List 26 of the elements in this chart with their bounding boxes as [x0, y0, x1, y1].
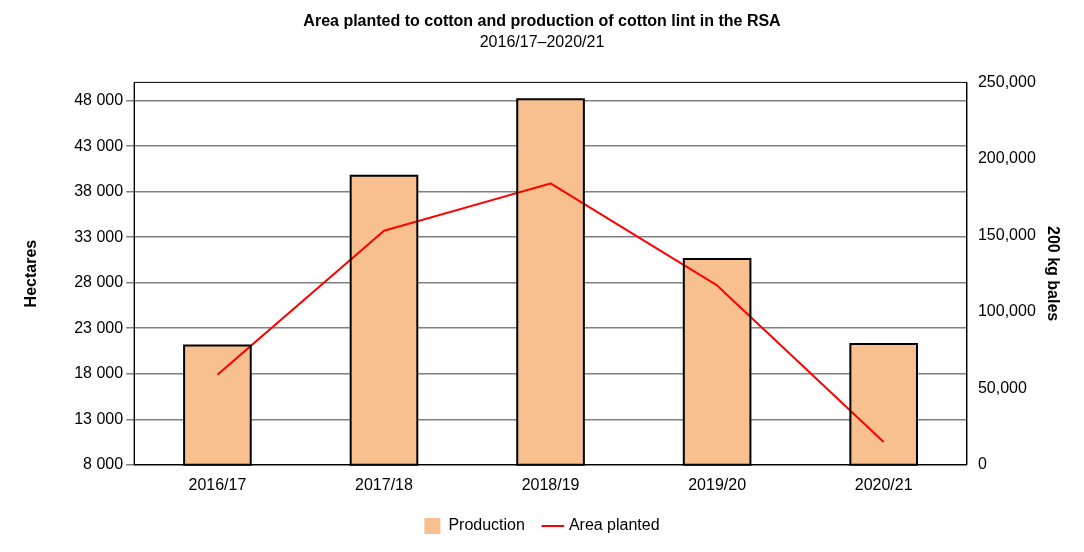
y2-tick-label: 50,000 [977, 378, 1027, 396]
y-tick-label: 18 000 [74, 364, 124, 382]
y2-tick-label: 150,000 [977, 225, 1036, 243]
x-tick-label: 2020/21 [854, 475, 913, 493]
y2-tick-label: 0 [977, 455, 987, 473]
legend-label: Production [448, 516, 525, 534]
x-tick-label: 2019/20 [688, 475, 747, 493]
x-tick-label: 2017/18 [355, 475, 413, 493]
x-tick-label: 2016/17 [188, 475, 247, 493]
y-tick-label: 48 000 [74, 91, 124, 109]
y-tick-label: 13 000 [74, 409, 124, 427]
y2-tick-label: 100,000 [977, 302, 1036, 320]
chart-subtitle: 2016/17–2020/21 [479, 33, 605, 51]
y-tick-label: 28 000 [74, 273, 124, 291]
y2-tick-label: 200,000 [977, 149, 1036, 167]
y-tick-label: 38 000 [74, 182, 124, 200]
y2-axis-title: 200 kg bales [1044, 226, 1062, 322]
x-tick-label: 2018/19 [521, 475, 580, 493]
y-tick-label: 23 000 [74, 318, 124, 336]
y2-tick-label: 250,000 [977, 72, 1036, 90]
chart-title: Area planted to cotton and production of cotton lint in the RSA [303, 12, 782, 30]
y-tick-label: 43 000 [74, 136, 124, 154]
y-tick-label: 8 000 [83, 455, 124, 473]
legend-label: Area planted [568, 516, 660, 534]
y-axis-title: Hectares [22, 239, 40, 308]
y-tick-label: 33 000 [74, 227, 124, 245]
